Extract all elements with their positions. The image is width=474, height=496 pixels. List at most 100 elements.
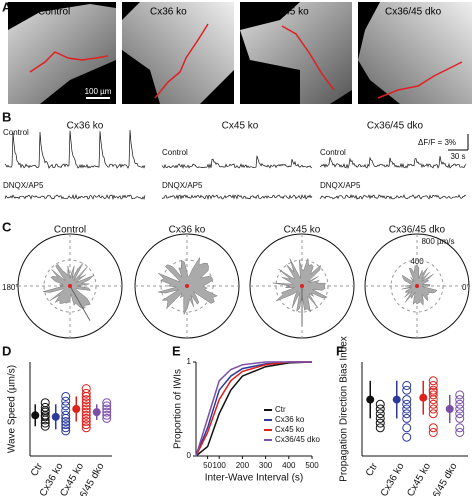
data-point (40, 398, 50, 408)
x-tick-label: 100 (213, 461, 227, 470)
data-point (428, 404, 438, 414)
legend-label: Cx45 ko (275, 425, 305, 434)
image-title: Cx36 ko (150, 7, 187, 18)
x-tick-label: Ctr (364, 461, 381, 479)
x-tick-label: 50 (203, 461, 212, 470)
x-tick-label: 400 (282, 461, 296, 470)
x-tick-label: 200 (236, 461, 250, 470)
data-point (375, 404, 385, 414)
data-point (102, 407, 112, 417)
data-point (428, 390, 438, 400)
data-point (61, 410, 71, 420)
x-tick-label: 300 (259, 461, 273, 470)
polar-title: Control (54, 225, 86, 236)
data-point (428, 385, 438, 395)
legend-label: Cx36 ko (275, 415, 305, 424)
angle-label: 180° (2, 283, 19, 292)
data-point (455, 390, 465, 400)
panel-label: C (2, 219, 12, 234)
data-point (402, 399, 412, 409)
data-point (102, 410, 112, 420)
data-point (40, 421, 50, 431)
polar-title: Cx36 ko (169, 225, 206, 236)
data-point (61, 396, 71, 406)
data-point (455, 423, 465, 433)
data-point (455, 428, 465, 437)
data-point (102, 401, 112, 411)
data-point (455, 413, 465, 423)
x-tick-label: Ctr (29, 461, 46, 479)
data-point (402, 381, 412, 390)
scale-label: ΔF/F = 3% (418, 138, 456, 147)
data-point (375, 409, 385, 419)
data-point (455, 395, 465, 405)
radius-label: 400 (410, 257, 424, 266)
data-point (81, 407, 91, 417)
panel-label: B (2, 109, 11, 124)
data-point (61, 420, 71, 430)
panel-label: A (2, 0, 12, 14)
data-point (375, 418, 385, 428)
data-point (81, 395, 91, 405)
data-point (40, 412, 50, 422)
image-dko: Cx36/45 dko (358, 2, 472, 104)
data-point (455, 399, 465, 409)
angle-label: 0° (462, 283, 470, 292)
data-point (81, 401, 91, 411)
data-point (61, 423, 71, 433)
mean-dot (419, 393, 428, 402)
scale-bar: ΔF/F = 3% 30 s (418, 134, 469, 161)
data-point (61, 413, 71, 423)
data-point (102, 398, 112, 408)
condition-label: DNQX/AP5 (320, 181, 361, 190)
image-control: 100 µm Control (8, 2, 116, 104)
data-point (402, 413, 412, 423)
data-point (81, 384, 91, 394)
trace (161, 155, 313, 170)
image-title: Cx36/45 dko (385, 7, 442, 18)
polar-center (68, 284, 72, 288)
mean-dot (445, 405, 454, 413)
mean-dot (31, 411, 40, 420)
data-point (455, 409, 465, 419)
image-title: Cx45 ko (272, 7, 309, 18)
data-point (81, 413, 91, 423)
data-point (81, 410, 91, 420)
data-point (81, 420, 91, 430)
data-point (61, 406, 71, 416)
series-line (195, 361, 312, 457)
data-point (455, 404, 465, 414)
scale-label: 30 s (450, 152, 465, 161)
condition-label: DNQX/AP5 (3, 181, 44, 190)
data-point (81, 398, 91, 408)
mean-dot (72, 405, 81, 413)
data-point (402, 404, 412, 414)
polar-center (300, 284, 304, 288)
condition-label: DNQX/AP5 (162, 181, 203, 190)
data-point (61, 401, 71, 411)
data-point (61, 417, 71, 427)
y-tick-label: 1 (187, 357, 192, 366)
data-point (81, 388, 91, 398)
data-point (428, 399, 438, 409)
data-point (428, 376, 438, 386)
polar-title: Cx45 ko (284, 225, 321, 236)
polar-rose (401, 265, 438, 306)
radius-label: 800 µm/s (421, 237, 454, 246)
x-axis-label: Inter-Wave Interval (s) (205, 473, 304, 484)
image-cx45: Cx45 ko (240, 2, 352, 104)
polar-rose (272, 258, 328, 313)
data-point (81, 391, 91, 401)
trace (319, 194, 467, 200)
data-point (402, 385, 412, 395)
data-point (102, 413, 112, 423)
data-point (402, 432, 412, 442)
x-tick-label: Cx45 ko (405, 461, 433, 496)
polar-center (185, 284, 189, 288)
series-line (195, 361, 313, 457)
mean-dot (51, 412, 60, 421)
y-axis-label: Proportion of IWIs (173, 369, 184, 449)
data-point (428, 428, 438, 437)
